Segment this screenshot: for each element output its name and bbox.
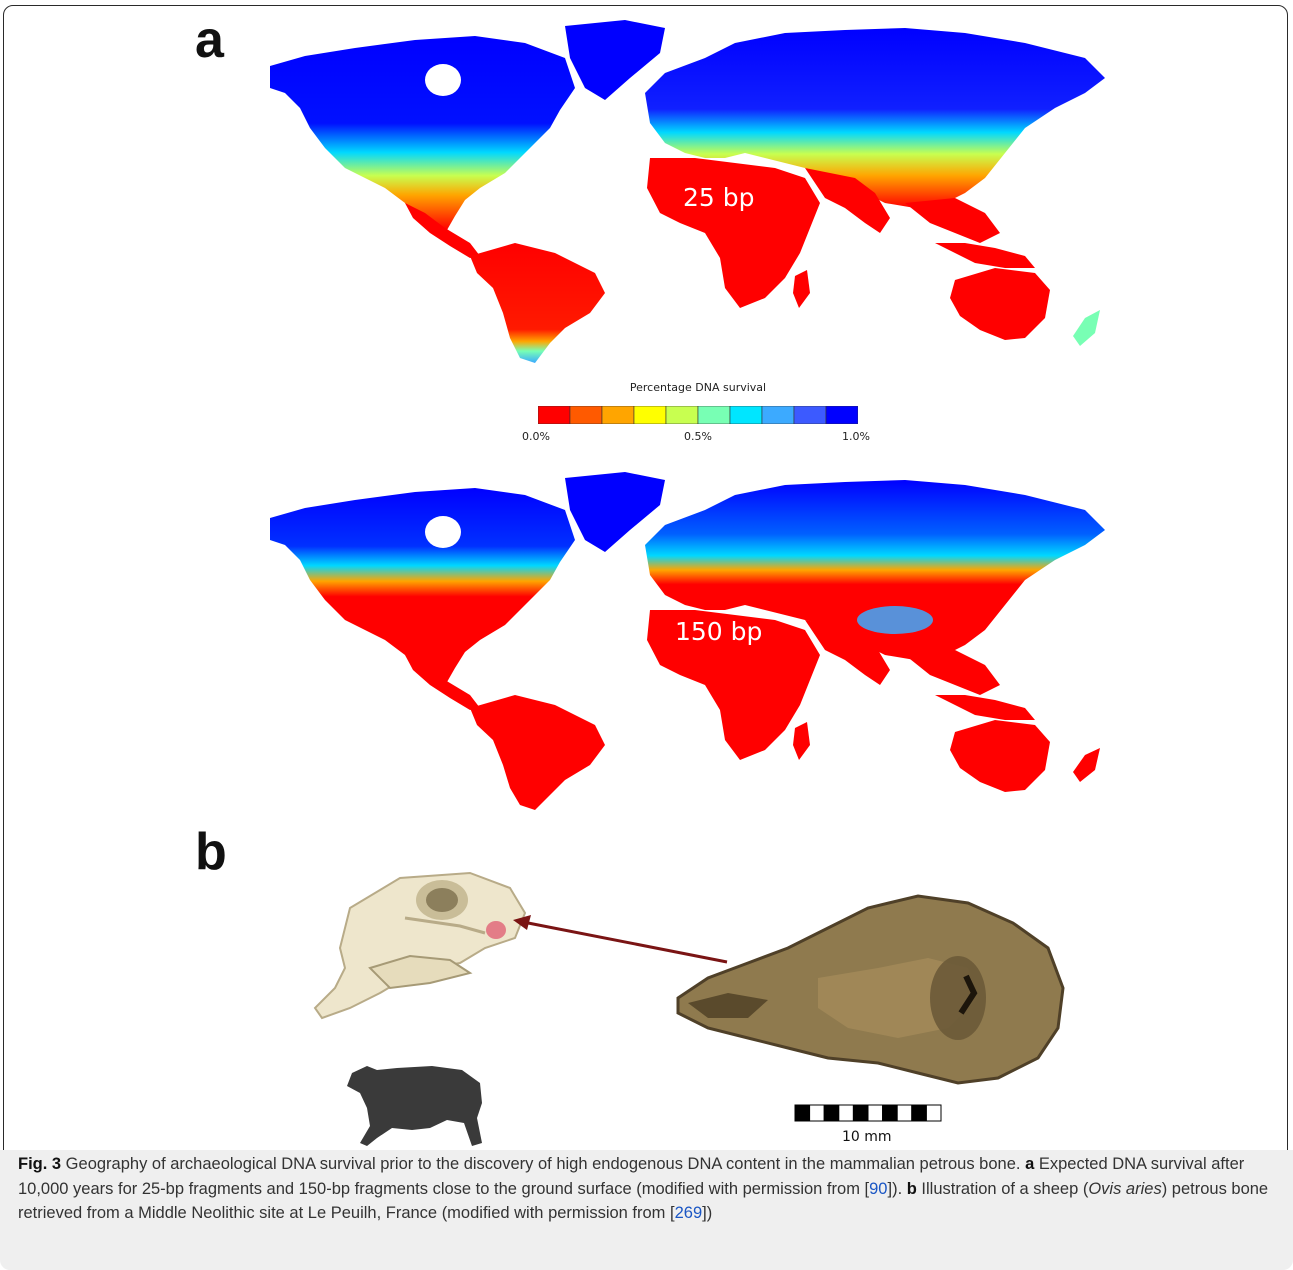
legend-swatch xyxy=(665,406,699,424)
scale-bar-segment xyxy=(867,1104,884,1122)
scale-bar-segment xyxy=(925,1104,942,1122)
scale-bar-segment xyxy=(882,1104,898,1122)
world-map-25bp xyxy=(270,20,1105,363)
scale-bar-label: 10 mm xyxy=(842,1129,892,1145)
caption-text-2: Expected DNA survival after 10,000 years… xyxy=(18,1155,1245,1198)
scale-bar xyxy=(794,1104,942,1122)
panel-label-a: a xyxy=(195,11,224,69)
scale-bar-segment xyxy=(794,1104,811,1122)
caption-background xyxy=(0,1150,1293,1270)
map-label-25bp: 25 bp xyxy=(683,183,755,212)
map-label-150bp: 150 bp xyxy=(675,617,763,646)
scale-bar-segment xyxy=(911,1104,927,1122)
panel-label-b: b xyxy=(195,823,227,881)
reference-link-90[interactable]: 90 xyxy=(869,1179,888,1198)
caption-text-3: Illustration of a sheep ( xyxy=(916,1179,1089,1198)
petrous-bone-image xyxy=(676,894,1065,1085)
legend-swatch xyxy=(569,406,603,424)
caption-fig-number: Fig. 3 xyxy=(18,1155,62,1173)
legend-swatch xyxy=(538,406,571,424)
legend-swatch xyxy=(601,406,635,424)
legend-swatch xyxy=(825,406,858,424)
figure-caption: Fig. 3 Geography of archaeological DNA s… xyxy=(18,1152,1280,1226)
sheep-skull-image xyxy=(313,871,527,1020)
scale-bar-segment xyxy=(823,1104,840,1122)
legend-swatch xyxy=(697,406,731,424)
legend-tick-min: 0.0% xyxy=(522,430,550,443)
figure-frame xyxy=(3,5,1288,1263)
scale-bar-segment xyxy=(838,1104,854,1122)
caption-text-1: Geography of archaeological DNA survival… xyxy=(61,1155,1026,1173)
reference-link-269[interactable]: 269 xyxy=(674,1204,703,1222)
legend-swatch xyxy=(729,406,763,424)
legend-tick-max: 1.0% xyxy=(842,430,870,443)
caption-ref1-close: ]). xyxy=(887,1179,907,1198)
color-legend-bar xyxy=(538,406,858,424)
scale-bar-segment xyxy=(809,1104,825,1122)
caption-text-4: ) petrous bone retrieved from a Middle N… xyxy=(18,1179,1269,1223)
caption-label-a: a xyxy=(1025,1155,1035,1173)
arrow-indicator xyxy=(513,915,728,964)
caption-ref2-close: ]) xyxy=(702,1204,713,1222)
caption-species: Ovis aries xyxy=(1088,1179,1162,1198)
legend-swatch xyxy=(633,406,667,424)
legend-title: Percentage DNA survival xyxy=(629,381,767,394)
legend-swatch xyxy=(793,406,827,424)
sheep-silhouette-icon xyxy=(347,1066,482,1146)
world-map-150bp xyxy=(270,472,1105,810)
scale-bar-segment xyxy=(852,1104,869,1122)
caption-ref1-open: [ xyxy=(864,1179,870,1198)
caption-ref2-open: [ xyxy=(670,1204,675,1222)
scale-bar-segment xyxy=(896,1104,913,1122)
legend-swatch xyxy=(761,406,795,424)
caption-label-b: b xyxy=(906,1179,917,1198)
legend-tick-mid: 0.5% xyxy=(684,430,712,443)
